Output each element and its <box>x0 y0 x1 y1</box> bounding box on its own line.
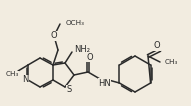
Text: O: O <box>51 31 57 40</box>
Text: HN: HN <box>98 79 111 87</box>
Text: O: O <box>154 42 160 50</box>
Text: CH₃: CH₃ <box>165 59 178 65</box>
Text: CH₃: CH₃ <box>5 71 19 77</box>
Text: O: O <box>87 52 93 61</box>
Text: N: N <box>22 75 28 84</box>
Text: OCH₃: OCH₃ <box>66 20 85 26</box>
Text: NH₂: NH₂ <box>74 45 90 54</box>
Text: S: S <box>66 86 72 95</box>
